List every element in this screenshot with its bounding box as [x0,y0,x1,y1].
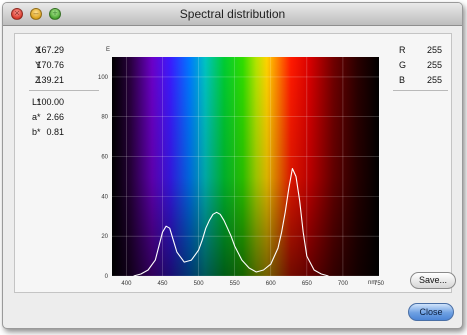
minimize-glyph: – [33,8,39,18]
x-tick-label: 650 [302,281,313,287]
spd-series-line [133,167,329,277]
l-star-value: 100.00 [36,97,64,107]
window-minimize-icon[interactable]: – [30,8,42,20]
rgb-separator [393,90,448,91]
xyz-separator [29,90,99,91]
spectrum-shading [112,57,379,276]
window-close-icon[interactable]: × [11,8,23,20]
b-star-value: 0.81 [46,127,64,137]
zoom-glyph: + [52,8,58,18]
g-value: 255 [426,60,442,70]
y-tick-label: 80 [101,115,108,121]
x-tick-label: 450 [158,281,169,287]
a-star-value: 2.66 [46,112,64,122]
g-label: G [399,60,407,70]
x-tick-label: 400 [121,281,132,287]
y-tick-label: 40 [101,194,108,200]
x-label: X [35,45,42,55]
y-tick-label: 60 [101,155,108,161]
x-tick-label: 600 [266,281,277,287]
b-label: B [399,75,406,85]
x-tick-label: 750 [374,281,385,287]
y-value: 170.76 [36,60,64,70]
window-zoom-icon[interactable]: + [49,8,61,20]
z-value: 139.21 [36,75,64,85]
x-tick-label: 500 [194,281,205,287]
y-label: Y [35,60,42,70]
r-value: 255 [426,45,442,55]
x-tick-label: 700 [338,281,349,287]
y-tick-label: 20 [101,234,108,240]
x-tick-label: 550 [230,281,241,287]
b-value: 255 [426,75,442,85]
spectral-window: × – + Spectral distribution X 167.29 Y 1… [2,2,463,329]
r-label: R [399,45,406,55]
b-star-label: b* [32,127,41,137]
z-label: Z [35,75,41,85]
a-star-label: a* [32,112,41,122]
content-panel: X 167.29 Y 170.76 Z 139.21 L* 100.00 a* … [14,33,456,293]
x-value: 167.29 [36,45,64,55]
close-button[interactable]: Close [408,303,454,321]
y-tick-label: 100 [98,75,109,81]
l-star-label: L* [32,97,41,107]
y-tick-label: 0 [105,274,109,280]
spectrum-chart: 0 20 40 60 80 100 400 450 500 550 600 650 700 750 E n… [98,47,385,287]
save-button[interactable]: Save... [410,272,456,289]
close-glyph: × [14,8,20,18]
y-axis-label: E [106,47,110,53]
title-bar[interactable]: × – + Spectral distribution [3,3,462,26]
window-title: Spectral distribution [179,7,286,21]
x-axis-unit: nm [368,280,376,286]
